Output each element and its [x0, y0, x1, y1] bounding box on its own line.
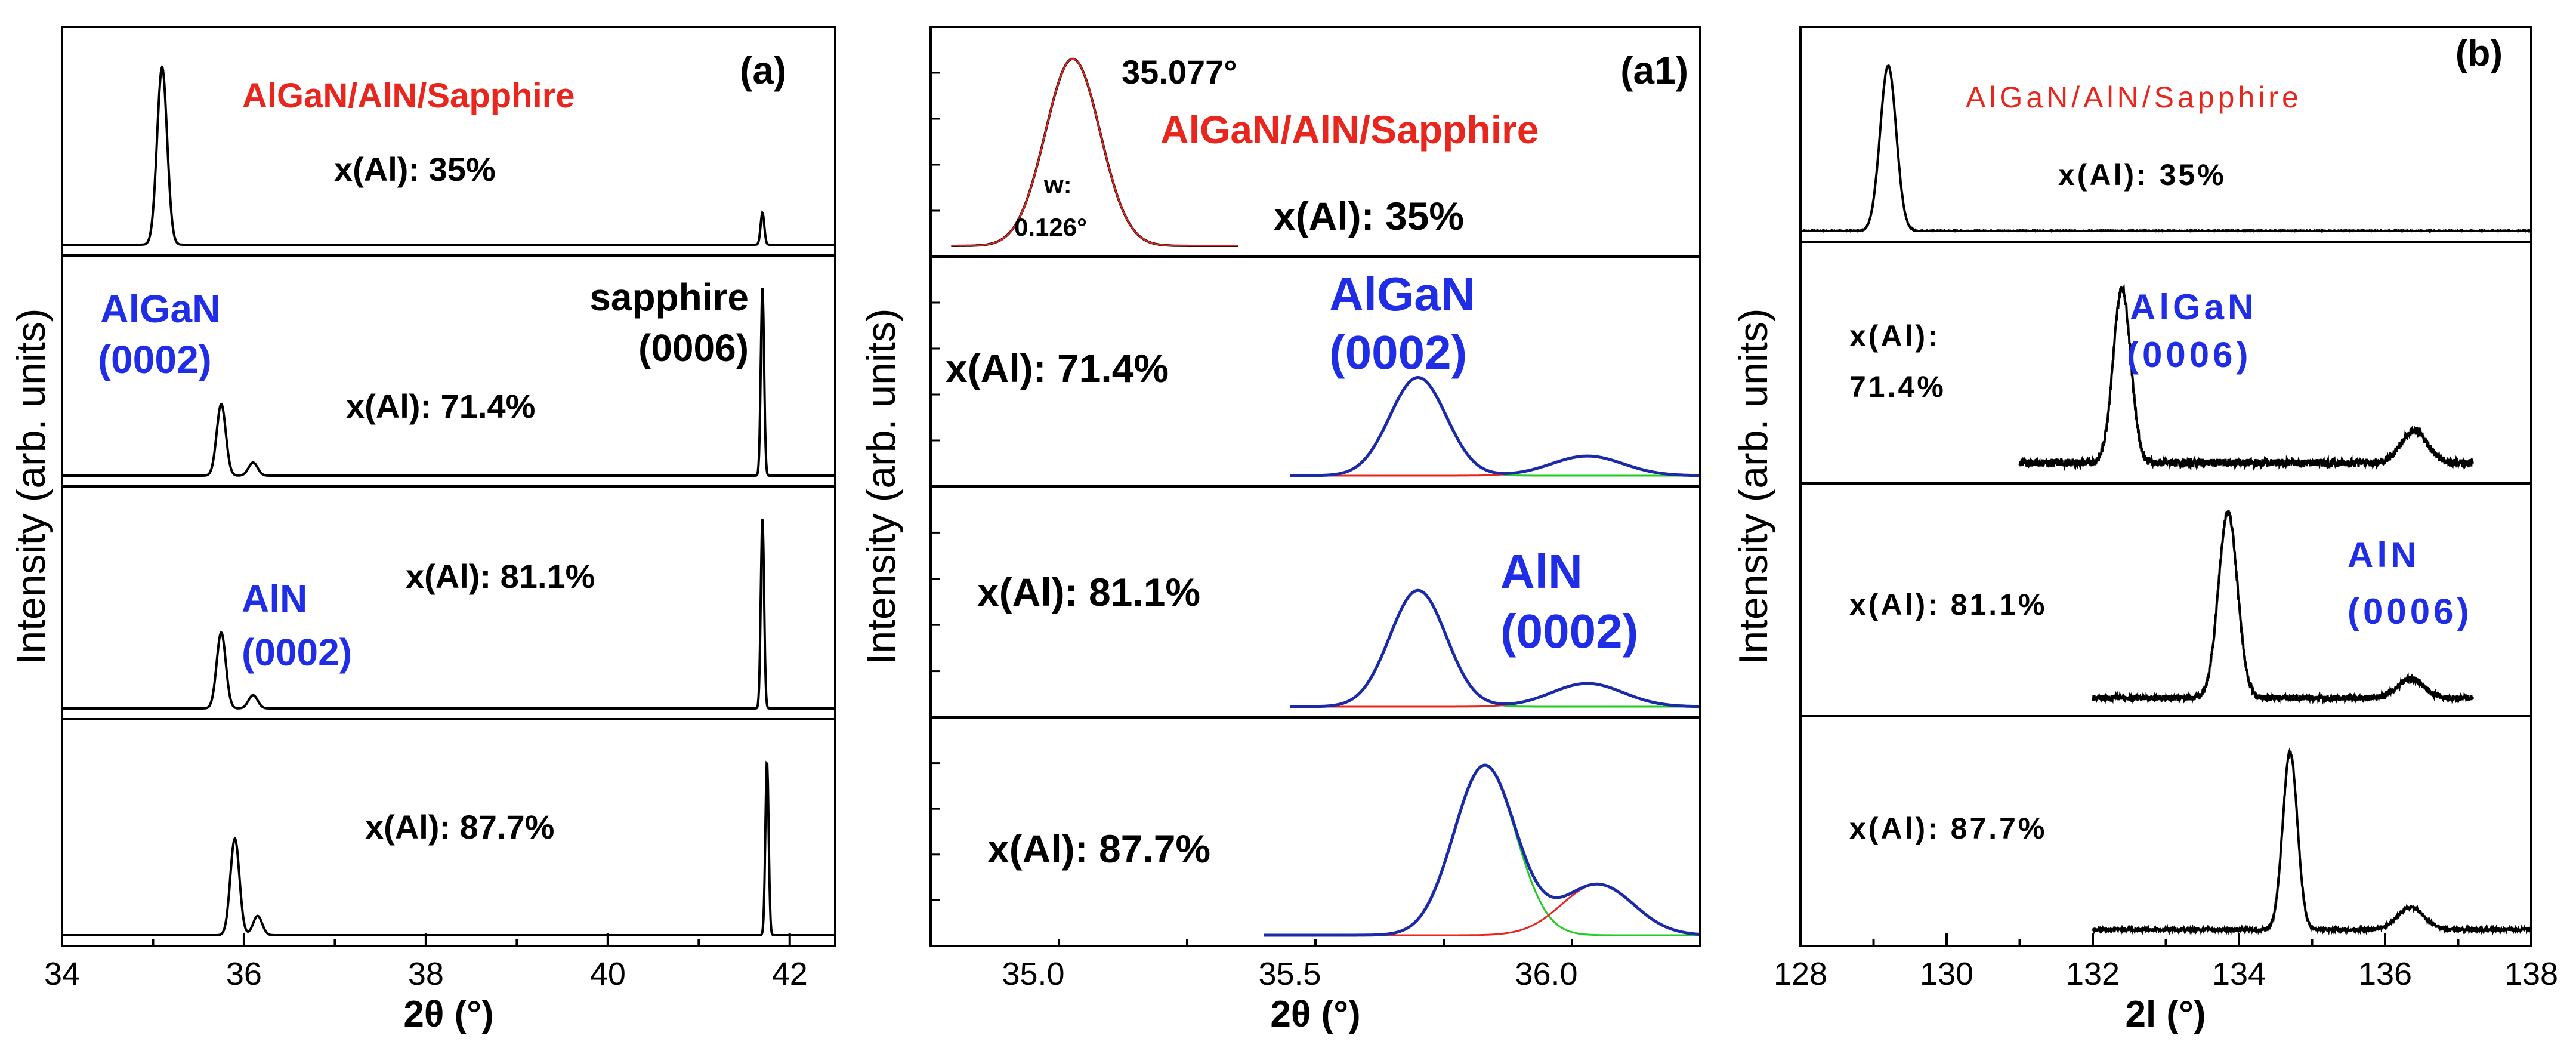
panel-b-xtick-label: 128 — [1774, 956, 1827, 992]
panel-a-traces — [62, 64, 835, 936]
panel-a1-xtick-label: 35.0 — [1002, 956, 1064, 992]
panel-a-algan-name: AlGaN — [100, 286, 221, 331]
panel-b-xtick-label: 134 — [2212, 956, 2266, 992]
panel-b-composition-2b: 71.4% — [1849, 370, 1946, 403]
panel-a-xtick-label: 34 — [44, 956, 80, 992]
panel-b-sub1-trace — [1800, 64, 2532, 233]
panel-b-sample-title: AlGaN/AlN/Sapphire — [1966, 81, 2302, 114]
panel-a-frame — [61, 26, 836, 947]
panel-b-xtick-label: 138 — [2504, 956, 2558, 992]
panel-a-label: (a) — [740, 49, 786, 92]
panel-a1-sub4-component-1 — [1264, 765, 1700, 936]
panel-a1-fwhm-value: 0.126° — [1014, 213, 1087, 241]
panel-a1-traces — [951, 57, 1701, 937]
panel-a-xtick-label: 42 — [772, 956, 808, 992]
panel-b-algan-index: (0006) — [2127, 335, 2251, 375]
panel-a1-frame — [929, 26, 1701, 947]
panel-a1: 35.0 35.5 36.0 Intensity (arb. units) 2θ (… — [858, 26, 1701, 1035]
panel-a1-sub2-component-1 — [1290, 377, 1700, 477]
panel-a1-sub3-envelope — [1290, 588, 1700, 708]
panel-a1-sub4-envelope — [1264, 763, 1701, 937]
panel-b-xtick-label: 130 — [1920, 956, 1973, 992]
panel-b-composition-4: x(Al): 87.7% — [1849, 812, 2047, 845]
panel-a1-composition-4: x(Al): 87.7% — [987, 827, 1210, 871]
panel-a1-peak-position: 35.077° — [1122, 53, 1237, 91]
panel-b-aln-name: AlN — [2348, 535, 2420, 575]
panel-b-sub4-trace — [2092, 747, 2532, 936]
panel-a-x-ticks: 34 36 38 40 42 — [44, 933, 808, 992]
panel-b: 128 130 132 134 136 138 Intensity (arb. units… — [1731, 26, 2558, 1035]
panel-a-composition-1: x(Al): 35% — [334, 150, 496, 188]
panel-a1-composition-1: x(Al): 35% — [1274, 194, 1464, 238]
panel-b-xtick-label: 136 — [2358, 956, 2412, 992]
panel-b-aln-index: (0006) — [2348, 591, 2472, 631]
panel-a: 34 36 38 40 42 Intensity (arb. units) 2θ (°)… — [8, 26, 836, 1035]
panel-b-traces — [1800, 64, 2532, 936]
panel-a-composition-4: x(Al): 87.7% — [365, 808, 554, 846]
panel-a1-algan-name: AlGaN — [1329, 267, 1475, 321]
panel-a-composition-2: x(Al): 71.4% — [346, 387, 535, 425]
panel-a-sub4-trace — [62, 760, 835, 936]
panel-b-algan-name: AlGaN — [2130, 287, 2257, 327]
panel-b-composition-2a: x(Al): — [1849, 319, 1940, 353]
panel-a-algan-index: (0002) — [98, 337, 212, 381]
panel-a-xtick-label: 38 — [408, 956, 444, 992]
panel-b-xtick-label: 132 — [2066, 956, 2120, 992]
panel-a1-sub3-component-1 — [1290, 589, 1700, 708]
panel-a-xtick-label: 36 — [226, 956, 262, 992]
panel-a1-sub2-envelope — [1290, 376, 1700, 477]
panel-a1-label: (a1) — [1620, 49, 1688, 92]
panel-a1-x-ticks: 35.0 35.5 36.0 — [929, 939, 1701, 992]
panel-a1-xtick-label: 35.5 — [1258, 956, 1321, 992]
panel-a-sub3-trace — [62, 519, 835, 710]
panel-b-ylabel: Intensity (arb. units) — [1731, 308, 1776, 664]
panel-a-sub2-trace — [62, 288, 835, 477]
panel-b-sub2-trace — [2018, 283, 2474, 472]
panel-b-label: (b) — [2455, 33, 2503, 74]
panel-a-xlabel: 2θ (°) — [403, 994, 493, 1035]
panel-a1-composition-3: x(Al): 81.1% — [977, 570, 1200, 614]
panel-a1-sub4-component-2 — [1264, 883, 1701, 936]
panel-a-ylabel: Intensity (arb. units) — [8, 308, 54, 664]
panel-a1-sample-title: AlGaN/AlN/Sapphire — [1160, 107, 1539, 152]
panel-a-aln-index: (0002) — [242, 631, 352, 674]
panel-a1-ylabel: Intensity (arb. units) — [858, 308, 904, 664]
panel-b-composition-3: x(Al): 81.1% — [1849, 588, 2047, 621]
panel-a1-composition-2: x(Al): 71.4% — [946, 346, 1169, 390]
panel-a1-xtick-label: 36.0 — [1515, 956, 1577, 992]
panel-b-x-ticks: 128 130 132 134 136 138 — [1774, 933, 2558, 992]
panel-a1-xlabel: 2θ (°) — [1270, 994, 1360, 1035]
panel-b-sub3-trace — [2092, 510, 2474, 705]
panel-b-composition-1: x(Al): 35% — [2058, 158, 2226, 192]
panel-a-sub1-trace — [62, 64, 835, 246]
panel-a-sapphire-name: sapphire — [589, 276, 749, 319]
panel-a1-algan-index: (0002) — [1329, 326, 1467, 379]
panel-a1-aln-name: AlN — [1500, 545, 1583, 598]
panel-a1-fwhm-label: w: — [1043, 171, 1072, 199]
panel-a-composition-3: x(Al): 81.1% — [406, 557, 595, 595]
panel-a1-gaussian-fit — [951, 58, 1238, 247]
panel-a-xtick-label: 40 — [590, 956, 626, 992]
panel-a-sapphire-index: (0006) — [638, 326, 749, 369]
panel-a1-y-ticks — [931, 72, 940, 901]
panel-b-xlabel: 2l (°) — [2125, 994, 2206, 1035]
panel-a-sample-title: AlGaN/AlN/Sapphire — [242, 76, 575, 115]
panel-a1-aln-index: (0002) — [1500, 605, 1638, 658]
panel-a-aln-name: AlN — [242, 577, 307, 620]
